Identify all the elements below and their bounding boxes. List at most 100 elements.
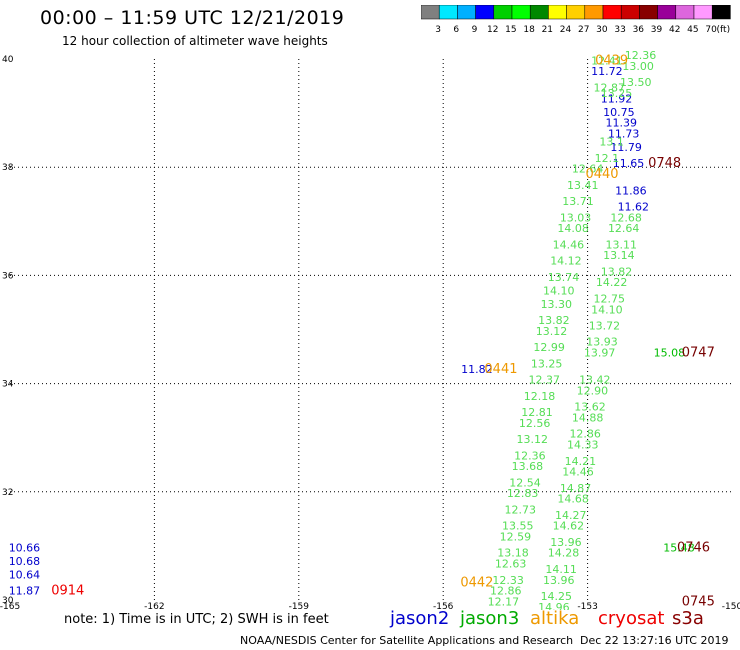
wave-height-label: 12.18 bbox=[524, 390, 556, 403]
wave-height-label: 12.1 bbox=[595, 152, 620, 165]
x-tick-label: -159 bbox=[289, 602, 310, 610]
y-tick-label: 32 bbox=[2, 488, 13, 498]
legend-item-altika: altika bbox=[530, 608, 580, 629]
pass-time-label: 0745 bbox=[682, 594, 715, 609]
wave-height-label: 14.46 bbox=[562, 466, 594, 479]
wave-height-label: 14.87 bbox=[560, 482, 592, 495]
wave-height-label: 10.68 bbox=[9, 555, 41, 568]
y-tick-label: 34 bbox=[2, 380, 14, 390]
wave-height-label: 15.08 bbox=[654, 347, 686, 360]
wave-height-label: 12.83 bbox=[507, 487, 539, 500]
wave-height-label: 12.87 bbox=[594, 81, 626, 94]
color-scale-bar: 3 6 9 12 15 18 21 24 27 30 33 36 39 42 45 70 (ft) bbox=[421, 5, 731, 35]
wave-height-label: 12.37 bbox=[529, 374, 561, 387]
color-scale-label: 39 bbox=[651, 25, 663, 35]
wave-height-label: 10.64 bbox=[9, 568, 41, 581]
wave-height-label: 12.56 bbox=[519, 417, 551, 430]
wave-height-label: 13.82 bbox=[538, 314, 570, 327]
wave-height-label: 12.17 bbox=[488, 595, 520, 608]
wave-height-label: 10.75 bbox=[603, 106, 635, 119]
wave-height-label: 13.62 bbox=[574, 401, 606, 414]
wave-height-label: 13.25 bbox=[601, 87, 633, 100]
wave-height-label: 12.68 bbox=[610, 211, 642, 224]
wave-height-label: 12.36 bbox=[625, 49, 657, 62]
wave-height-label: 12.64 bbox=[572, 163, 604, 176]
x-tick-label: -150 bbox=[722, 602, 740, 610]
color-scale-label: 70 bbox=[705, 25, 717, 35]
wave-height-label: 14.22 bbox=[596, 276, 628, 289]
y-tick-label: 38 bbox=[2, 163, 14, 173]
color-scale-label: 24 bbox=[560, 25, 572, 35]
wave-height-label: 12.73 bbox=[504, 503, 536, 516]
wave-height-label: 12.64 bbox=[608, 222, 640, 235]
color-scale-label: 42 bbox=[669, 25, 680, 35]
page-subtitle: 12 hour collection of altimeter wave hei… bbox=[62, 34, 328, 48]
wave-height-label: 13.18 bbox=[497, 547, 529, 560]
wave-height-label: 13.12 bbox=[536, 325, 568, 338]
wave-height-label: 12.41 bbox=[591, 54, 623, 67]
wave-height-label: 14.28 bbox=[548, 547, 580, 560]
pass-time-label: 0747 bbox=[682, 346, 715, 361]
color-scale-label: 21 bbox=[542, 25, 553, 35]
wave-height-label: 12.59 bbox=[500, 530, 532, 543]
wave-height-label: 11.39 bbox=[606, 117, 638, 130]
pass-time-label: 0914 bbox=[51, 584, 84, 599]
wave-height-label: 13.25 bbox=[531, 357, 563, 370]
pass-time-label: 0442 bbox=[460, 575, 493, 590]
wave-height-label: 13.50 bbox=[620, 76, 652, 89]
wave-height-label: 14.21 bbox=[565, 455, 597, 468]
x-tick-label: -162 bbox=[144, 602, 164, 610]
wave-height-label: 14.33 bbox=[567, 439, 599, 452]
wave-height-label: 11.92 bbox=[601, 92, 633, 105]
wave-height-label: 13.14 bbox=[603, 249, 635, 262]
wave-height-label: 13.12 bbox=[516, 433, 548, 446]
wave-height-label: 14.46 bbox=[553, 238, 585, 251]
wave-height-label: 13.96 bbox=[543, 574, 575, 587]
x-tick-label: -165 bbox=[0, 602, 20, 610]
wave-height-label: 14.27 bbox=[555, 509, 587, 522]
y-tick-label: 36 bbox=[2, 271, 14, 281]
wave-height-label: 13.82 bbox=[601, 265, 633, 278]
wave-height-label: 13.97 bbox=[584, 347, 616, 360]
color-scale-label: 27 bbox=[578, 25, 589, 35]
wave-height-label: 13.41 bbox=[567, 179, 599, 192]
wave-height-label: 13.96 bbox=[550, 536, 582, 549]
wave-height-label: 14.25 bbox=[541, 590, 573, 603]
wave-height-label: 14.10 bbox=[543, 284, 575, 297]
wave-height-label: 14.68 bbox=[557, 493, 589, 506]
wave-height-label: 13.00 bbox=[622, 60, 654, 73]
wave-height-label: 13.11 bbox=[606, 238, 638, 251]
color-scale-label: 36 bbox=[633, 25, 645, 35]
color-swatch bbox=[711, 5, 731, 20]
color-scale-label: 6 bbox=[453, 25, 459, 35]
pass-time-label: 0748 bbox=[648, 156, 681, 171]
wave-height-label: 14.88 bbox=[572, 411, 604, 424]
wave-height-label: 11.72 bbox=[591, 65, 623, 78]
wave-height-label: 13.72 bbox=[589, 320, 621, 333]
wave-height-label: 11.79 bbox=[610, 141, 642, 154]
wave-height-label: 15.48 bbox=[663, 541, 695, 554]
wave-height-label: 12.99 bbox=[533, 341, 565, 354]
wave-height-label: 11.87 bbox=[9, 585, 41, 598]
color-scale-label: 9 bbox=[472, 25, 478, 35]
wave-height-label: 11.82 bbox=[461, 363, 493, 376]
wave-height-label: 12.86 bbox=[490, 585, 522, 598]
wave-height-label: 13.03 bbox=[560, 211, 592, 224]
pass-time-label: 0746 bbox=[677, 540, 710, 555]
wave-height-label: 13.55 bbox=[502, 520, 534, 533]
pass-time-label: 0440 bbox=[585, 167, 618, 182]
wave-height-label: 14.62 bbox=[553, 520, 585, 533]
wave-height-label: 11.73 bbox=[608, 127, 640, 140]
color-scale-label: 18 bbox=[523, 25, 535, 35]
wave-height-label: 13.1 bbox=[599, 136, 624, 149]
wave-height-label: 12.33 bbox=[492, 574, 524, 587]
wave-height-label: 13.42 bbox=[579, 374, 611, 387]
page-title: 00:00 – 11:59 UTC 12/21/2019 bbox=[40, 7, 345, 29]
x-tick-label: -153 bbox=[577, 602, 597, 610]
wave-height-label: 11.86 bbox=[615, 184, 647, 197]
wave-height-label: 12.81 bbox=[521, 406, 553, 419]
footer-credit: NOAA/NESDIS Center for Satellite Applica… bbox=[240, 634, 574, 647]
legend-item-jason3: jason3 bbox=[460, 608, 520, 629]
wave-height-label: 13.71 bbox=[562, 195, 594, 208]
wave-height-label: 14.12 bbox=[550, 255, 582, 268]
